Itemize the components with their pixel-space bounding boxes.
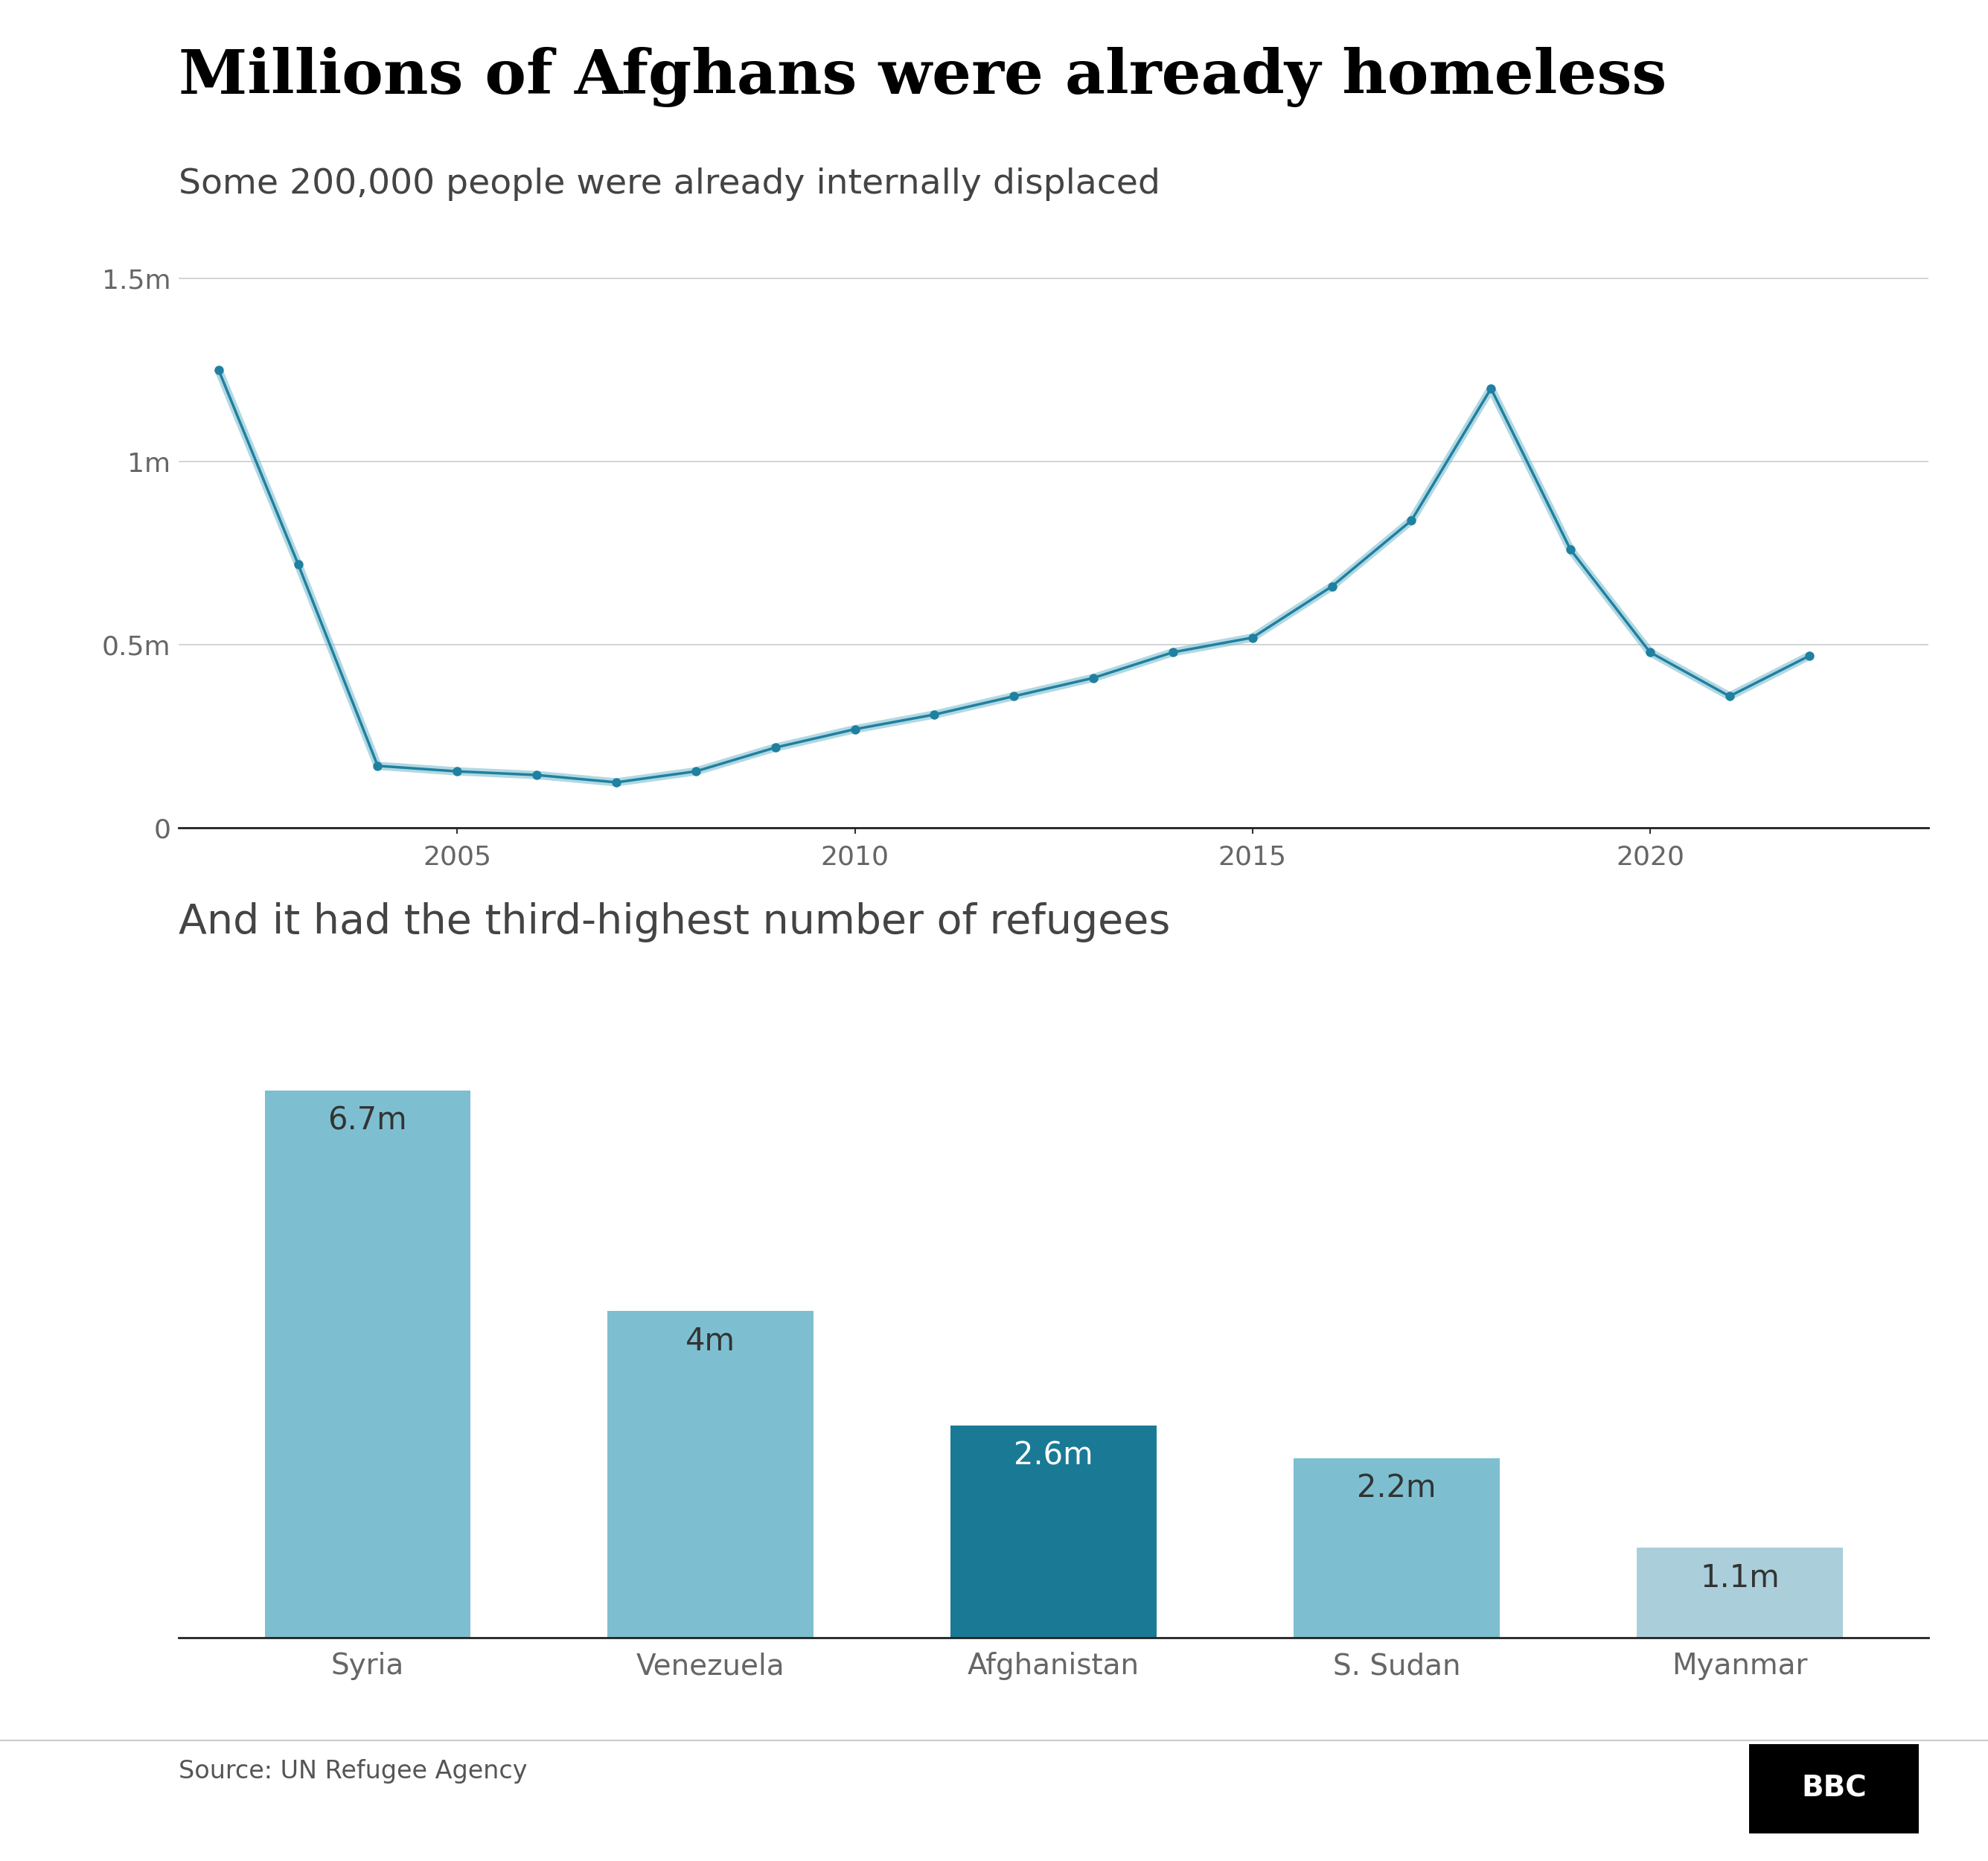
Point — [600, 767, 632, 797]
Bar — [608, 1310, 813, 1638]
Bar — [1294, 1457, 1499, 1638]
Point — [1077, 663, 1109, 692]
Bar — [264, 1091, 471, 1638]
Text: Some 200,000 people were already internally displaced: Some 200,000 people were already interna… — [179, 167, 1161, 201]
Text: Source: UN Refugee Agency: Source: UN Refugee Agency — [179, 1759, 527, 1783]
Text: 6.7m: 6.7m — [328, 1105, 408, 1137]
Bar — [950, 1426, 1157, 1638]
Point — [998, 681, 1030, 711]
Point — [1555, 534, 1586, 564]
Point — [680, 756, 712, 785]
Point — [1157, 636, 1189, 666]
Point — [1237, 623, 1268, 653]
Point — [839, 715, 871, 744]
Text: 2.2m: 2.2m — [1358, 1472, 1435, 1504]
Text: Millions of Afghans were already homeless: Millions of Afghans were already homeles… — [179, 47, 1668, 106]
Point — [759, 733, 791, 763]
Text: 4m: 4m — [686, 1325, 736, 1357]
Bar — [1636, 1548, 1843, 1638]
Point — [1475, 374, 1507, 404]
Point — [362, 752, 394, 782]
Point — [1634, 636, 1666, 666]
Point — [1793, 640, 1825, 670]
Point — [203, 355, 235, 385]
Point — [521, 759, 553, 789]
Point — [1396, 506, 1427, 536]
Text: And it had the third-highest number of refugees: And it had the third-highest number of r… — [179, 903, 1171, 944]
Text: 1.1m: 1.1m — [1700, 1563, 1779, 1593]
Point — [1316, 571, 1348, 601]
Point — [1714, 681, 1745, 711]
Text: 2.6m: 2.6m — [1014, 1440, 1093, 1472]
Point — [441, 756, 473, 785]
Text: BBC: BBC — [1801, 1774, 1867, 1803]
Point — [282, 549, 314, 579]
Point — [918, 700, 950, 730]
